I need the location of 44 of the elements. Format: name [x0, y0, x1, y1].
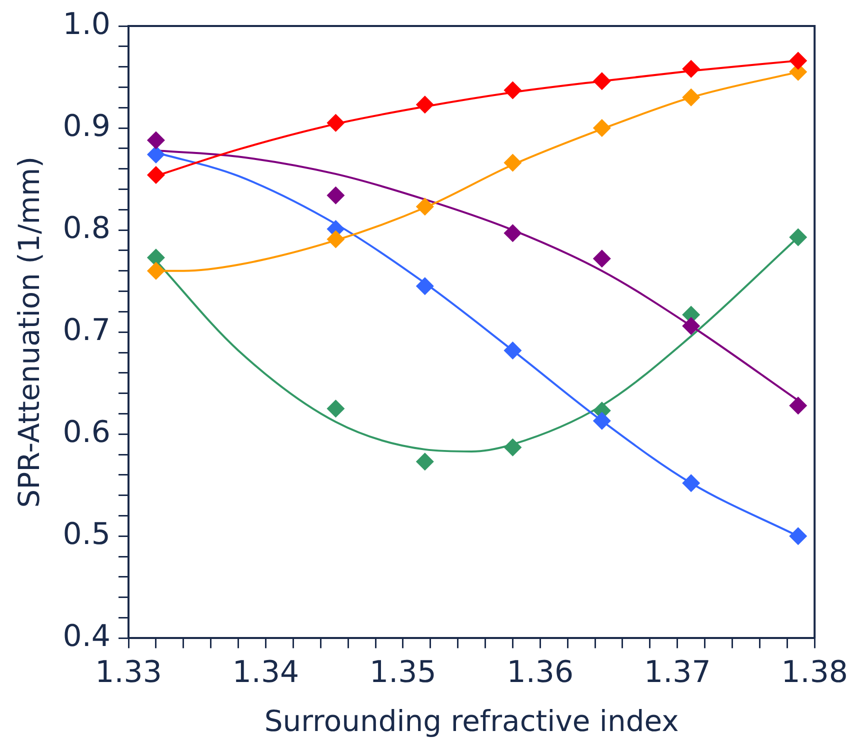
point	[146, 166, 165, 184]
x-axis-title: Surrounding refractive index	[264, 704, 679, 738]
point	[504, 81, 522, 100]
x-tick-label: 1.34	[232, 654, 300, 690]
point	[789, 52, 808, 70]
point	[416, 277, 434, 296]
y-tick-label: 0.7	[62, 312, 111, 348]
point	[592, 250, 611, 268]
point	[504, 341, 522, 360]
point	[326, 230, 345, 248]
point	[416, 96, 434, 114]
point	[682, 474, 700, 492]
y-tick-label: 0.8	[62, 210, 111, 246]
x-tick-label: 1.37	[644, 654, 711, 690]
y-tick-label: 0.5	[62, 516, 111, 552]
y-axis-title: SPR-Attenuation (1/mm)	[12, 156, 46, 508]
point	[682, 60, 700, 78]
point	[682, 88, 700, 106]
y-tick-label: 0.4	[62, 618, 111, 654]
point	[592, 119, 611, 138]
x-tick-label: 1.33	[95, 654, 162, 690]
point	[592, 412, 611, 430]
point	[146, 146, 165, 164]
y-tick-label: 0.9	[62, 108, 111, 144]
point	[146, 262, 165, 280]
point	[789, 396, 808, 415]
point	[416, 198, 434, 216]
point	[504, 154, 522, 172]
point	[789, 228, 808, 246]
point	[682, 316, 700, 335]
point	[789, 527, 808, 546]
point	[146, 131, 165, 150]
point	[326, 114, 345, 132]
point	[326, 186, 345, 204]
x-tick-label: 1.38	[781, 654, 848, 690]
x-tick-label: 1.35	[370, 654, 436, 690]
y-tick-label: 1.0	[62, 6, 111, 42]
point	[326, 400, 345, 418]
point	[416, 452, 434, 471]
point	[504, 438, 522, 456]
y-tick-label: 0.6	[62, 414, 111, 450]
point	[592, 72, 611, 90]
point	[504, 224, 522, 242]
x-tick-label: 1.36	[506, 654, 574, 690]
